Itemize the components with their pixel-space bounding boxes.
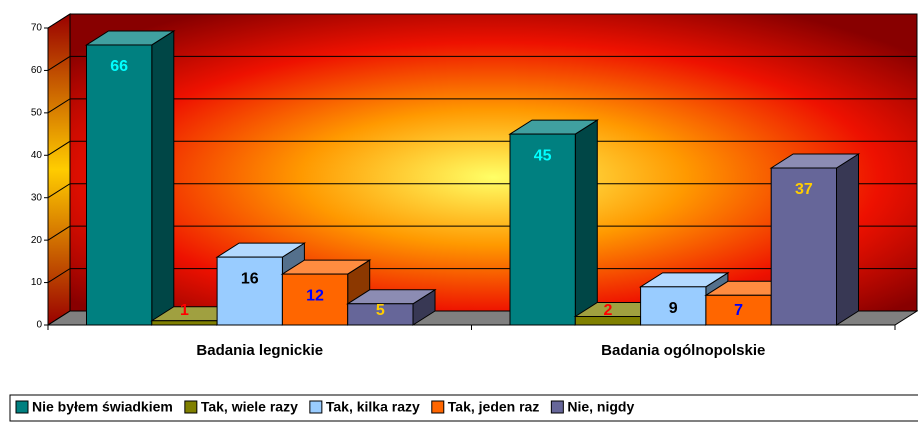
bar bbox=[705, 294, 772, 326]
y-tick-label: 50 bbox=[31, 107, 43, 118]
grid-line bbox=[47, 140, 917, 156]
legend-swatch bbox=[309, 400, 323, 414]
legend-swatch bbox=[15, 400, 29, 414]
y-tick-label: 0 bbox=[36, 320, 42, 331]
grid-line bbox=[47, 183, 917, 199]
bar bbox=[281, 273, 349, 326]
value-label: 2 bbox=[603, 302, 612, 319]
legend-label: Nie, nigdy bbox=[567, 399, 634, 415]
legend-label: Tak, wiele razy bbox=[201, 399, 298, 415]
value-label: 16 bbox=[241, 270, 259, 287]
bar-side bbox=[574, 119, 598, 326]
bar bbox=[347, 303, 414, 326]
legend-swatch bbox=[550, 400, 564, 414]
grid-line bbox=[47, 225, 917, 241]
legend-swatch bbox=[184, 400, 198, 414]
value-label: 45 bbox=[534, 147, 552, 164]
value-label: 5 bbox=[376, 302, 385, 319]
value-label: 37 bbox=[795, 181, 813, 198]
value-label: 9 bbox=[669, 300, 678, 317]
grid-line bbox=[47, 13, 917, 29]
grid-line bbox=[47, 55, 917, 71]
bar bbox=[151, 320, 218, 326]
legend-swatch bbox=[431, 400, 445, 414]
plot-area: 0 10 20 30 40 50 60 70 bbox=[31, 13, 918, 331]
grid-line bbox=[47, 98, 917, 114]
legend-label: Tak, jeden raz bbox=[448, 399, 540, 415]
x-tick-label: Badania legnickie bbox=[196, 342, 323, 359]
y-tick-label: 20 bbox=[31, 235, 43, 246]
bar bbox=[86, 44, 153, 326]
x-tick-label: Badania ogólnopolskie bbox=[601, 342, 765, 359]
y-tick-label: 30 bbox=[31, 192, 43, 203]
value-label: 7 bbox=[734, 302, 743, 319]
bar bbox=[640, 286, 707, 326]
y-tick-label: 60 bbox=[31, 65, 43, 76]
y-tick-label: 10 bbox=[31, 277, 43, 288]
bar bbox=[770, 167, 838, 326]
value-label: 12 bbox=[306, 287, 324, 304]
y-tick-label: 40 bbox=[31, 150, 43, 161]
legend-box bbox=[9, 394, 918, 422]
y-tick-label: 70 bbox=[31, 23, 43, 34]
grid-line bbox=[47, 268, 917, 283]
bar bbox=[509, 133, 576, 326]
value-label: 1 bbox=[180, 302, 189, 319]
bar bbox=[216, 256, 283, 326]
legend-label: Tak, kilka razy bbox=[326, 399, 420, 415]
value-label: 66 bbox=[110, 58, 128, 75]
side-wall bbox=[47, 13, 71, 326]
bar-side bbox=[836, 153, 859, 326]
bar-side bbox=[151, 30, 175, 326]
legend-label: Nie byłem świadkiem bbox=[32, 399, 173, 415]
